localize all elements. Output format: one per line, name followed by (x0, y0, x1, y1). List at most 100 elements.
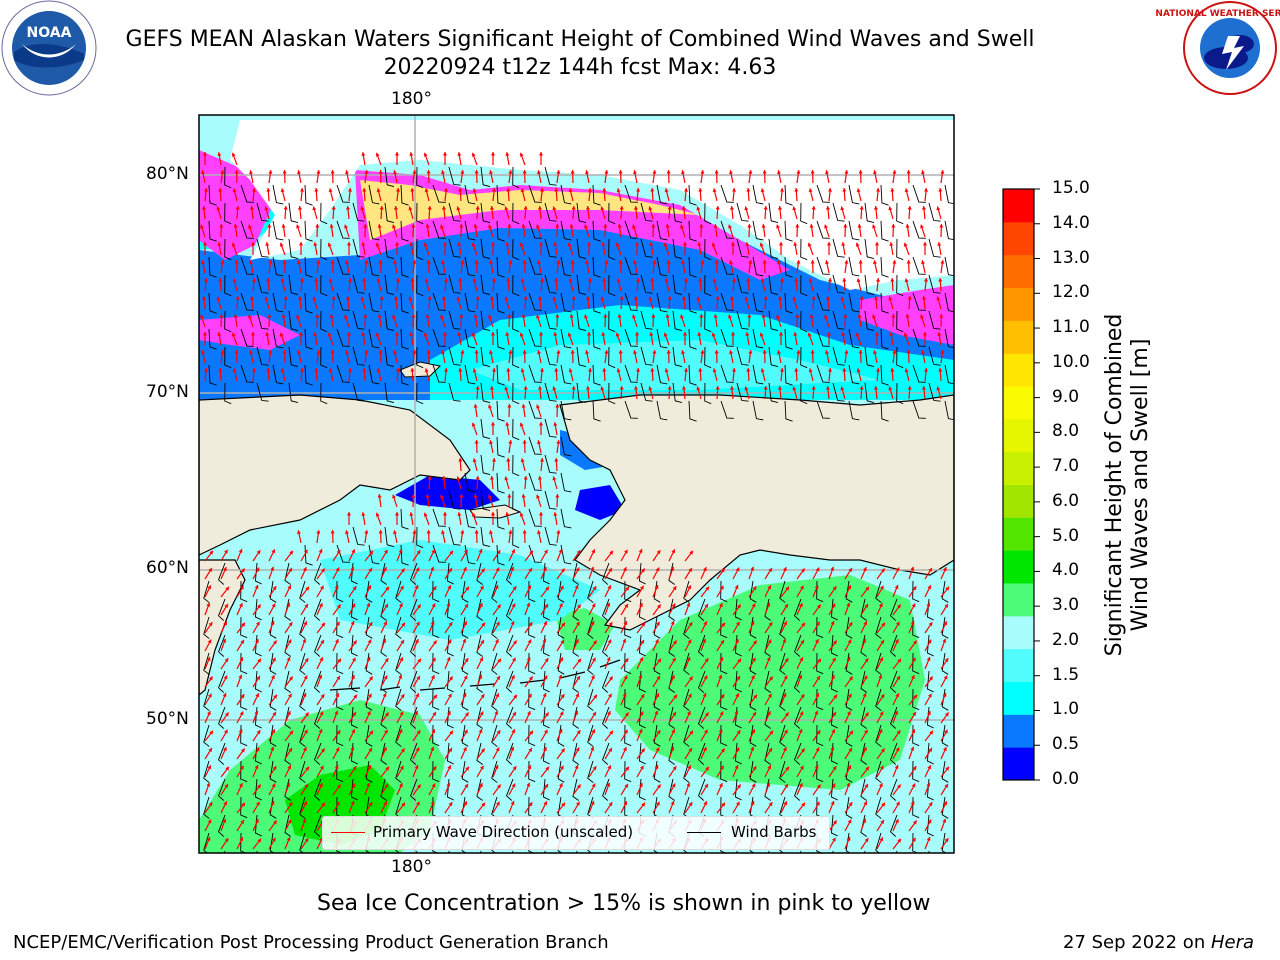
wave-arrow-head (336, 784, 341, 789)
wave-arrow-head (696, 296, 701, 301)
wave-arrow-head (730, 242, 736, 246)
colorbar-tick-label: 9.0 (1052, 386, 1080, 407)
wave-arrow-head (281, 314, 286, 318)
wave-arrow-head (366, 602, 371, 607)
wind-barb (864, 382, 875, 404)
wave-arrow-head (663, 242, 668, 247)
wind-barb (336, 652, 344, 675)
wave-arrow-head (362, 188, 367, 192)
wave-arrow-head (816, 604, 821, 609)
wave-arrow-head (409, 332, 414, 336)
wind-barb (288, 274, 299, 296)
wind-barb (288, 850, 290, 853)
wind-barb (254, 598, 262, 621)
wave-arrow-head (748, 170, 753, 174)
wave-arrow-head (926, 602, 931, 607)
wave-arrow-head (255, 819, 259, 824)
wind-barb (576, 274, 587, 296)
wave-arrow-head (249, 206, 255, 210)
wave-arrow-head (298, 332, 304, 336)
wave-arrow-head (539, 458, 545, 462)
wave-arrow-head (907, 296, 912, 300)
wind-barb (528, 508, 542, 527)
wave-arrow-head (768, 622, 773, 627)
wave-arrow-head (320, 639, 324, 644)
wind-barb (365, 688, 373, 711)
wind-barb (432, 544, 446, 563)
wind-barb (256, 346, 269, 366)
wind-barb (779, 724, 786, 747)
wind-barb (284, 742, 291, 765)
wave-arrow-head (448, 693, 452, 698)
wind-barb (764, 634, 771, 657)
wave-arrow-head (385, 766, 390, 771)
wave-arrow-head (510, 620, 515, 625)
wind-barb (352, 346, 365, 366)
wave-arrow-head (538, 332, 544, 336)
wave-arrow-head (831, 675, 835, 680)
wind-barb (224, 166, 232, 189)
wind-barb (432, 292, 446, 311)
wave-arrow-head (511, 675, 515, 680)
wind-barb (683, 688, 690, 711)
wave-arrow-head (751, 603, 756, 608)
wave-arrow-head (719, 783, 723, 788)
wave-arrow-head (907, 386, 912, 390)
wind-barb (384, 238, 395, 260)
wave-arrow-head (414, 710, 419, 715)
wave-arrow-head (316, 530, 321, 534)
wind-barb (926, 670, 934, 693)
wind-barb (764, 706, 771, 729)
wave-arrow-head (584, 350, 590, 355)
wave-arrow-head (688, 676, 693, 681)
wave-arrow-head (350, 566, 355, 571)
wave-arrow-head (272, 657, 276, 662)
wind-barb (395, 724, 402, 747)
wind-barb (736, 310, 749, 330)
wave-arrow-head (208, 693, 212, 698)
wind-barb (208, 256, 217, 278)
wave-arrow-head (921, 206, 927, 210)
wave-arrow-head (446, 782, 451, 787)
wave-arrow-head (268, 350, 273, 354)
wind-barb (544, 238, 557, 258)
wave-arrow-head (431, 783, 436, 788)
wave-arrow-head (315, 314, 320, 318)
wind-barb (572, 598, 579, 621)
wave-arrow-head (287, 819, 292, 824)
wind-barb (240, 760, 248, 783)
wave-arrow-head (494, 710, 499, 715)
wave-arrow-head (528, 802, 533, 807)
wind-barb (496, 184, 505, 206)
wave-arrow-head (519, 332, 524, 337)
wave-arrow-head (316, 260, 321, 264)
wave-arrow-head (751, 729, 756, 734)
wave-arrow-head (209, 550, 214, 555)
wave-arrow-head (894, 584, 899, 589)
wind-barb (476, 598, 483, 621)
wave-arrow-head (288, 747, 292, 752)
wave-arrow-head (617, 314, 622, 318)
wind-barb (752, 364, 764, 385)
wave-arrow-head (457, 512, 462, 516)
wave-arrow-head (616, 368, 621, 373)
colorbar-tick-label: 4.0 (1052, 560, 1080, 581)
wave-arrow-head (616, 188, 621, 193)
wave-arrow-head (233, 314, 238, 318)
wave-arrow-head (505, 332, 510, 336)
wave-arrow-head (489, 206, 495, 210)
wind-barb (736, 238, 749, 258)
wind-barb (528, 220, 542, 239)
wave-arrow-head (863, 801, 868, 806)
wind-barb (624, 256, 638, 275)
wind-barb (928, 346, 941, 366)
wind-barb (768, 346, 779, 368)
wave-arrow-head (426, 170, 431, 174)
wave-arrow-head (561, 622, 566, 627)
wave-arrow-head (235, 296, 240, 300)
wave-arrow-head (216, 206, 221, 211)
wave-arrow-head (523, 296, 528, 300)
wave-arrow-head (713, 224, 718, 228)
wave-arrow-head (504, 296, 509, 301)
wind-barb (830, 598, 838, 621)
